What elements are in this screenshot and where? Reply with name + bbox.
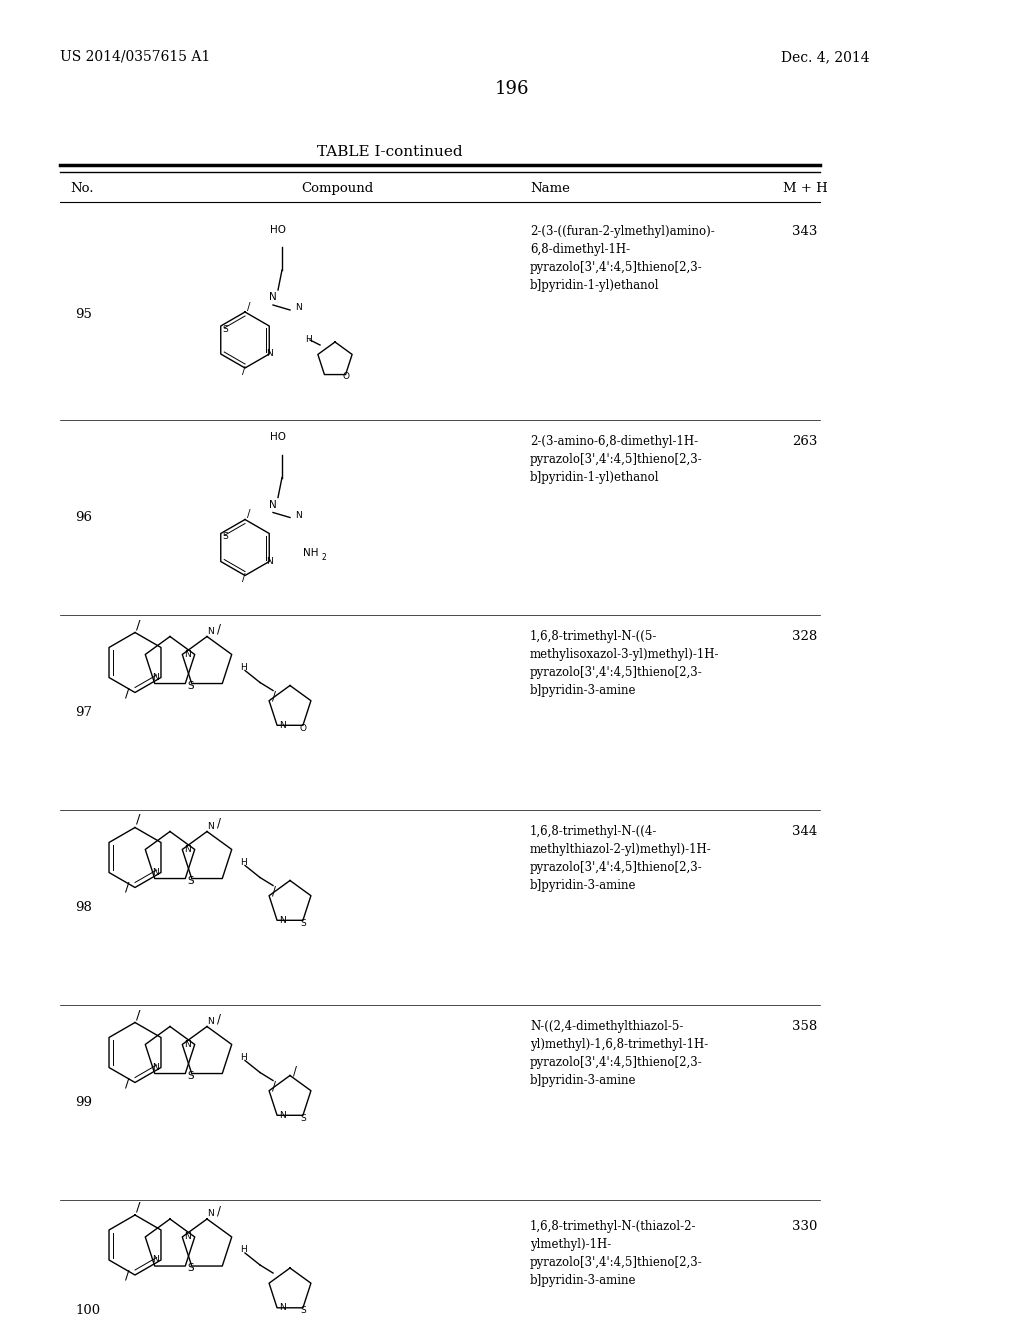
Text: S: S — [187, 1071, 194, 1081]
Text: S: S — [300, 919, 306, 928]
Text: /: / — [217, 622, 221, 635]
Text: 100: 100 — [75, 1304, 100, 1316]
Text: /: / — [217, 1012, 221, 1026]
Text: 196: 196 — [495, 81, 529, 98]
Text: 1,6,8-trimethyl-N-((5-
methylisoxazol-3-yl)methyl)-1H-
pyrazolo[3',4':4,5]thieno: 1,6,8-trimethyl-N-((5- methylisoxazol-3-… — [530, 630, 720, 697]
Text: 330: 330 — [793, 1220, 818, 1233]
Text: /: / — [272, 1080, 276, 1092]
Text: N: N — [153, 869, 159, 876]
Text: /: / — [293, 1064, 297, 1077]
Text: /: / — [136, 1008, 140, 1020]
Text: N: N — [295, 304, 302, 313]
Text: N: N — [269, 499, 276, 510]
Text: 343: 343 — [793, 224, 818, 238]
Text: N: N — [207, 822, 214, 832]
Text: N: N — [153, 1063, 159, 1072]
Text: 98: 98 — [75, 902, 92, 913]
Text: /: / — [242, 573, 246, 583]
Text: N: N — [207, 627, 214, 636]
Text: S: S — [223, 325, 228, 334]
Text: O: O — [342, 372, 349, 381]
Text: N: N — [184, 845, 191, 854]
Text: 2: 2 — [321, 553, 326, 562]
Text: N: N — [280, 916, 286, 925]
Text: O: O — [299, 723, 306, 733]
Text: /: / — [217, 817, 221, 830]
Text: 97: 97 — [75, 706, 92, 719]
Text: /: / — [125, 1076, 129, 1089]
Text: N: N — [207, 1209, 214, 1218]
Text: 344: 344 — [793, 825, 817, 838]
Text: /: / — [136, 618, 140, 631]
Text: 358: 358 — [793, 1020, 817, 1034]
Text: S: S — [300, 1114, 306, 1123]
Text: 96: 96 — [75, 511, 92, 524]
Text: H: H — [240, 1053, 247, 1063]
Text: Compound: Compound — [301, 182, 373, 195]
Text: /: / — [272, 689, 276, 702]
Text: N: N — [280, 721, 286, 730]
Text: /: / — [217, 1204, 221, 1217]
Text: N: N — [153, 673, 159, 682]
Text: S: S — [223, 532, 228, 541]
Text: No.: No. — [70, 182, 93, 195]
Text: /: / — [125, 880, 129, 894]
Text: N: N — [184, 1040, 191, 1049]
Text: S: S — [300, 1307, 306, 1315]
Text: H: H — [305, 335, 311, 345]
Text: N: N — [280, 1303, 286, 1312]
Text: /: / — [272, 884, 276, 898]
Text: 99: 99 — [75, 1096, 92, 1109]
Text: Name: Name — [530, 182, 570, 195]
Text: H: H — [240, 1246, 247, 1254]
Text: /: / — [247, 302, 251, 312]
Text: /: / — [242, 366, 246, 376]
Text: /: / — [125, 1269, 129, 1282]
Text: HO: HO — [270, 433, 286, 442]
Text: US 2014/0357615 A1: US 2014/0357615 A1 — [60, 50, 210, 63]
Text: S: S — [187, 875, 194, 886]
Text: HO: HO — [270, 224, 286, 235]
Text: /: / — [136, 813, 140, 826]
Text: H: H — [240, 858, 247, 867]
Text: NH: NH — [303, 548, 318, 557]
Text: 1,6,8-trimethyl-N-((4-
methylthiazol-2-yl)methyl)-1H-
pyrazolo[3',4':4,5]thieno[: 1,6,8-trimethyl-N-((4- methylthiazol-2-y… — [530, 825, 712, 892]
Text: N: N — [280, 1111, 286, 1119]
Text: 95: 95 — [75, 309, 92, 322]
Text: S: S — [187, 681, 194, 690]
Text: TABLE I-continued: TABLE I-continued — [317, 145, 463, 158]
Text: 2-(3-amino-6,8-dimethyl-1H-
pyrazolo[3',4':4,5]thieno[2,3-
b]pyridin-1-yl)ethano: 2-(3-amino-6,8-dimethyl-1H- pyrazolo[3',… — [530, 436, 702, 484]
Text: N: N — [184, 649, 191, 659]
Text: 2-(3-((furan-2-ylmethyl)amino)-
6,8-dimethyl-1H-
pyrazolo[3',4':4,5]thieno[2,3-
: 2-(3-((furan-2-ylmethyl)amino)- 6,8-dime… — [530, 224, 715, 292]
Text: N-((2,4-dimethylthiazol-5-
yl)methyl)-1,6,8-trimethyl-1H-
pyrazolo[3',4':4,5]thi: N-((2,4-dimethylthiazol-5- yl)methyl)-1,… — [530, 1020, 709, 1086]
Text: 1,6,8-trimethyl-N-(thiazol-2-
ylmethyl)-1H-
pyrazolo[3',4':4,5]thieno[2,3-
b]pyr: 1,6,8-trimethyl-N-(thiazol-2- ylmethyl)-… — [530, 1220, 702, 1287]
Text: H: H — [240, 663, 247, 672]
Text: /: / — [247, 510, 251, 520]
Text: Dec. 4, 2014: Dec. 4, 2014 — [781, 50, 870, 63]
Text: N: N — [266, 557, 273, 566]
Text: 263: 263 — [793, 436, 818, 447]
Text: M + H: M + H — [782, 182, 827, 195]
Text: /: / — [125, 686, 129, 700]
Text: 328: 328 — [793, 630, 817, 643]
Text: N: N — [153, 1255, 159, 1265]
Text: N: N — [266, 350, 273, 359]
Text: N: N — [295, 511, 302, 520]
Text: N: N — [269, 292, 276, 302]
Text: /: / — [136, 1200, 140, 1213]
Text: S: S — [187, 1263, 194, 1272]
Text: N: N — [184, 1233, 191, 1242]
Text: N: N — [207, 1016, 214, 1026]
